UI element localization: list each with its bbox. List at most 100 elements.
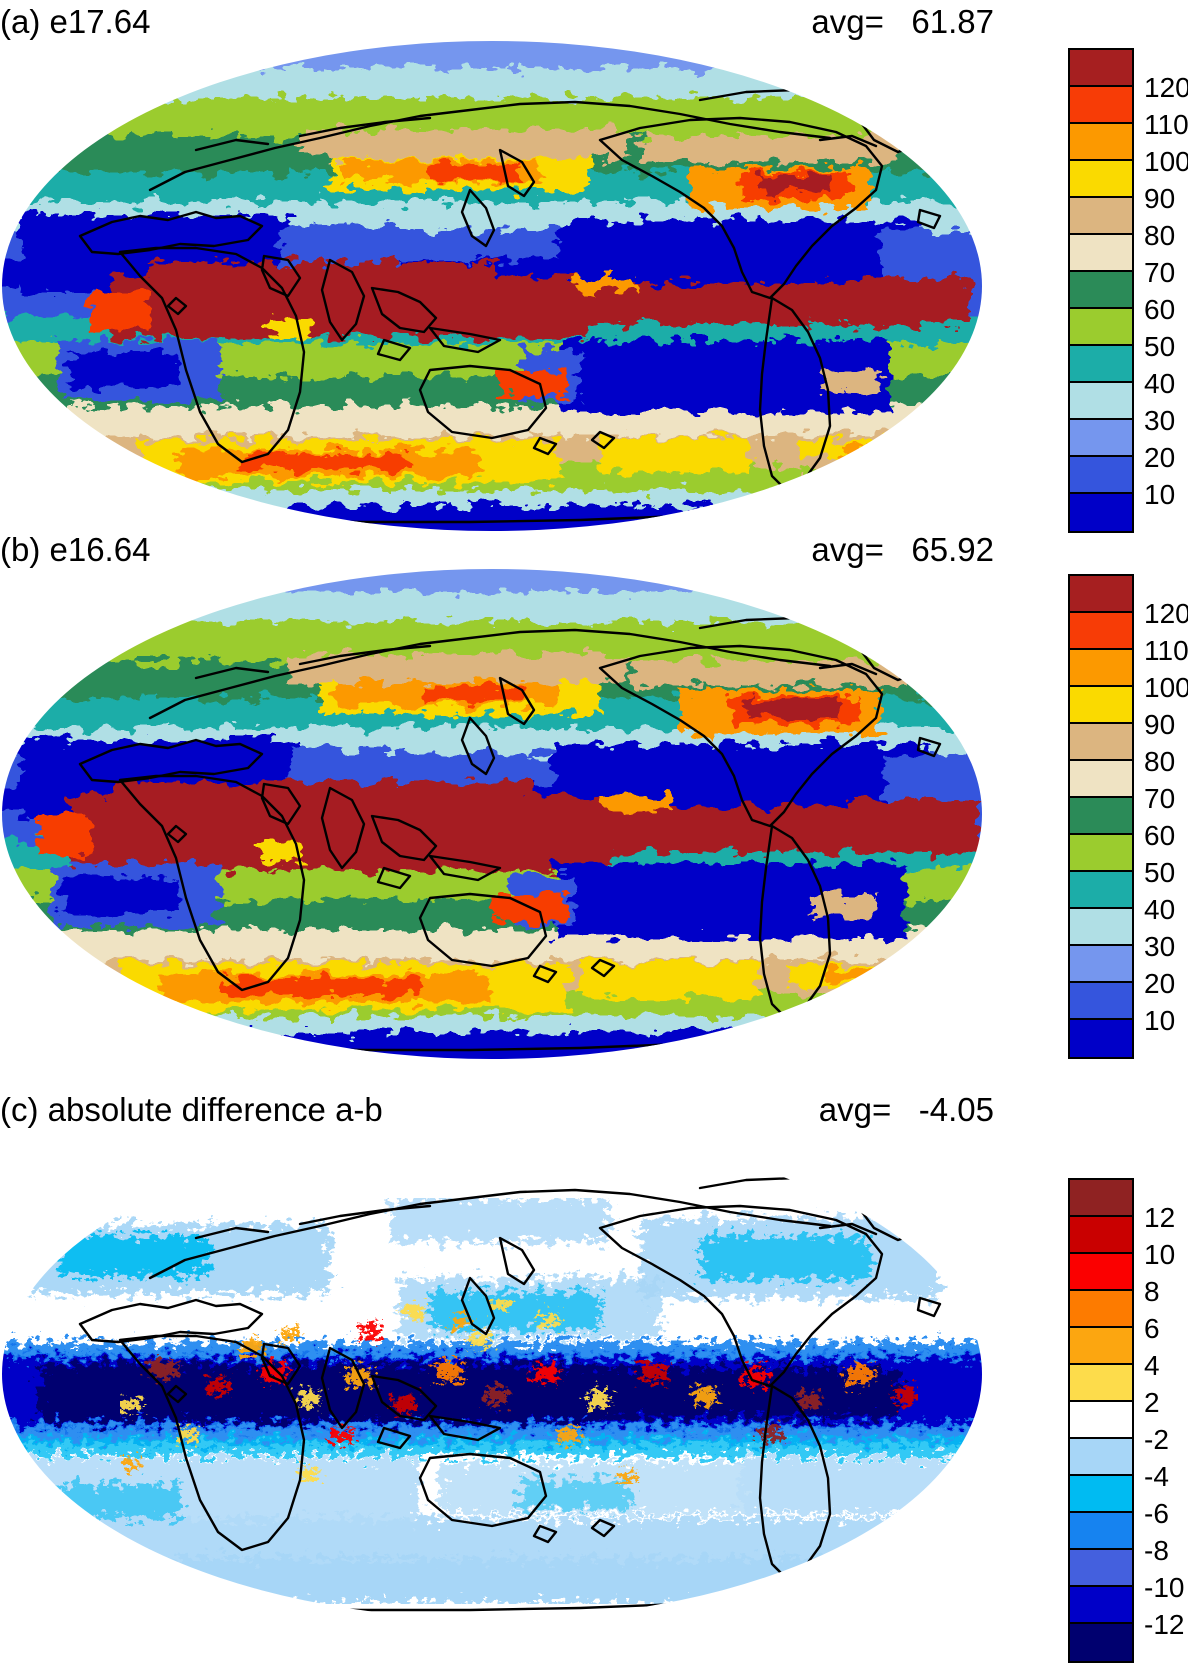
colorbar-a-label-7: 50 <box>1144 330 1176 362</box>
colorbar-b-cell-3 <box>1070 687 1132 724</box>
colorbar-b-cell-2 <box>1070 650 1132 687</box>
colorbar-a-cell-12 <box>1070 494 1132 531</box>
colorbar-a-cell-1 <box>1070 87 1132 124</box>
colorbar-b-cell-8 <box>1070 872 1132 909</box>
panel-a-title: (a) e17.64 <box>0 3 151 40</box>
colorbar-c-label-5: 2 <box>1144 1386 1160 1418</box>
colorbar-c-label-2: 8 <box>1144 1275 1160 1307</box>
colorbar-a-label-11: 10 <box>1144 478 1176 510</box>
panel-c-map <box>0 1128 1000 1620</box>
colorbar-b-label-11: 10 <box>1144 1004 1176 1036</box>
panel-a-map <box>0 40 1000 532</box>
panel-c-title: (c) absolute difference a-b <box>0 1091 383 1128</box>
colorbar-a-cell-6 <box>1070 272 1132 309</box>
colorbar-a-cell-4 <box>1070 198 1132 235</box>
panel-c-map-svg <box>2 1129 982 1619</box>
colorbar-b-label-10: 20 <box>1144 967 1176 999</box>
colorbar-a-label-3: 90 <box>1144 182 1176 214</box>
panel-b-map-svg <box>2 569 982 1059</box>
panel-a-average: avg= 61.87 <box>811 3 994 40</box>
colorbar-a-label-9: 30 <box>1144 404 1176 436</box>
colorbar-b-label-4: 80 <box>1144 745 1176 777</box>
colorbar-b-label-3: 90 <box>1144 708 1176 740</box>
colorbar-c-cell-8 <box>1070 1476 1132 1513</box>
colorbar-c-cell-3 <box>1070 1291 1132 1328</box>
colorbar-b-cell-0 <box>1070 576 1132 613</box>
colorbar-c-label-9: -8 <box>1144 1534 1169 1566</box>
colorbar-c-cell-11 <box>1070 1587 1132 1624</box>
colorbar-a-label-4: 80 <box>1144 219 1176 251</box>
colorbar-a-label-0: 120 <box>1144 71 1188 103</box>
colorbar-a-cell-7 <box>1070 309 1132 346</box>
panel-b-header: (b) e16.64 avg= 65.92 <box>0 530 1000 570</box>
colorbar-c-label-1: 10 <box>1144 1238 1176 1270</box>
panel-a-header: (a) e17.64 avg= 61.87 <box>0 2 1000 42</box>
panel-b-map <box>0 568 1000 1060</box>
colorbar-c-label-7: -4 <box>1144 1460 1169 1492</box>
colorbar-c-label-3: 6 <box>1144 1312 1160 1344</box>
colorbar-b-label-7: 50 <box>1144 856 1176 888</box>
colorbar-a-strip <box>1068 48 1134 533</box>
colorbar-b-cell-7 <box>1070 835 1132 872</box>
colorbar-b-label-5: 70 <box>1144 782 1176 814</box>
colorbar-a-cell-8 <box>1070 346 1132 383</box>
colorbar-b-cell-10 <box>1070 946 1132 983</box>
colorbar-a-cell-5 <box>1070 235 1132 272</box>
colorbar-b-cell-11 <box>1070 983 1132 1020</box>
colorbar-b-strip <box>1068 574 1134 1059</box>
panel-b: (b) e16.64 avg= 65.92 <box>0 528 1188 1068</box>
colorbar-b-labels: 120 110 100 90 80 70 60 50 40 30 20 10 <box>1144 574 1188 1055</box>
colorbar-a-label-6: 60 <box>1144 293 1176 325</box>
colorbar-a-labels: 120 110 100 90 80 70 60 50 40 30 20 10 <box>1144 48 1188 529</box>
colorbar-b-label-6: 60 <box>1144 819 1176 851</box>
colorbar-c-cell-2 <box>1070 1254 1132 1291</box>
colorbar-c-label-10: -10 <box>1144 1571 1185 1603</box>
panel-a: (a) e17.64 avg= 61.87 <box>0 0 1188 540</box>
colorbar-a-cell-10 <box>1070 420 1132 457</box>
colorbar-c-label-6: -2 <box>1144 1423 1169 1455</box>
colorbar-c-cell-5 <box>1070 1365 1132 1402</box>
panel-c: (c) absolute difference a-b avg= -4.05 <box>0 1088 1188 1677</box>
panel-b-average: avg= 65.92 <box>811 531 994 568</box>
panel-c-field <box>2 1129 982 1619</box>
colorbar-b-cell-9 <box>1070 909 1132 946</box>
colorbar-a-cell-2 <box>1070 124 1132 161</box>
panel-b-field <box>2 569 982 1059</box>
colorbar-a-cell-3 <box>1070 161 1132 198</box>
colorbar-a-label-1: 110 <box>1144 108 1188 140</box>
panel-a-map-svg <box>2 41 982 531</box>
panel-b-title: (b) e16.64 <box>0 531 151 568</box>
colorbar-c-cell-10 <box>1070 1550 1132 1587</box>
colorbar-b-cell-4 <box>1070 724 1132 761</box>
colorbar-b-cell-6 <box>1070 798 1132 835</box>
colorbar-c-cell-7 <box>1070 1439 1132 1476</box>
colorbar-a-cell-9 <box>1070 383 1132 420</box>
panel-a-field <box>2 41 982 531</box>
colorbar-c-cell-4 <box>1070 1328 1132 1365</box>
panel-c-header: (c) absolute difference a-b avg= -4.05 <box>0 1090 1000 1130</box>
colorbar-c-cell-12 <box>1070 1624 1132 1661</box>
colorbar-a-cell-11 <box>1070 457 1132 494</box>
colorbar-c-label-4: 4 <box>1144 1349 1160 1381</box>
colorbar-c-cell-0 <box>1070 1180 1132 1217</box>
colorbar-b-label-2: 100 <box>1144 671 1188 703</box>
colorbar-a-cell-0 <box>1070 50 1132 87</box>
colorbar-c-labels: 12 10 8 6 4 2 -2 -4 -6 -8 -10 -12 <box>1144 1178 1188 1659</box>
colorbar-c-label-11: -12 <box>1144 1608 1185 1640</box>
colorbar-c-label-0: 12 <box>1144 1201 1176 1233</box>
colorbar-b-label-8: 40 <box>1144 893 1176 925</box>
colorbar-a-label-10: 20 <box>1144 441 1176 473</box>
colorbar-b-label-0: 120 <box>1144 597 1188 629</box>
colorbar-b-cell-5 <box>1070 761 1132 798</box>
colorbar-c-label-8: -6 <box>1144 1497 1169 1529</box>
colorbar-c-strip <box>1068 1178 1134 1663</box>
colorbar-c-cell-9 <box>1070 1513 1132 1550</box>
colorbar-c-cell-6 <box>1070 1402 1132 1439</box>
colorbar-b-label-9: 30 <box>1144 930 1176 962</box>
colorbar-a-label-2: 100 <box>1144 145 1188 177</box>
colorbar-b-cell-1 <box>1070 613 1132 650</box>
colorbar-c-cell-1 <box>1070 1217 1132 1254</box>
colorbar-b-cell-12 <box>1070 1020 1132 1057</box>
colorbar-a-label-5: 70 <box>1144 256 1176 288</box>
